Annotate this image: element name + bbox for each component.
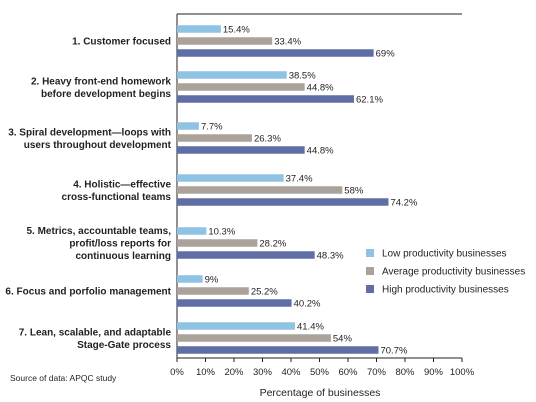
category-label-line: profit/loss reports for (69, 239, 171, 250)
category-label: 1. Customer focused (72, 37, 171, 48)
category-label: 3. Spiral development—loops with users th… (8, 127, 171, 151)
category-label-line: 5. Metrics, accountable teams, (26, 226, 171, 237)
category-labels: 1. Customer focused 2. Heavy front-end ho… (5, 37, 171, 351)
bar (177, 174, 284, 182)
category-label-line: 1. Customer focused (72, 37, 171, 48)
x-tick-label: 80% (395, 367, 415, 378)
bar (177, 227, 207, 235)
bar-value-label: 44.8% (307, 83, 334, 94)
x-tick-label: 50% (310, 367, 330, 378)
bar-value-label: 44.8% (307, 146, 334, 157)
bar (177, 95, 354, 103)
x-tick-label: 20% (224, 367, 244, 378)
legend-label: Average productivity businesses (382, 267, 525, 278)
bar (177, 198, 389, 206)
category-label-line: users throughout development (24, 140, 172, 151)
bar (177, 251, 315, 259)
bar (177, 334, 331, 342)
category-label-line: 3. Spiral development—loops with (8, 127, 171, 138)
chart-bars (177, 25, 389, 354)
bar-value-label: 74.2% (390, 198, 417, 209)
x-tick-label: 100% (450, 367, 475, 378)
x-tick-label: 30% (253, 367, 273, 378)
category-label-line: 7. Lean, scalable, and adaptable (19, 327, 172, 338)
category-label-line: Stage-Gate process (77, 340, 171, 351)
x-tick-label: 0% (170, 367, 184, 378)
bar (177, 37, 273, 45)
bar-value-label: 54% (333, 334, 353, 345)
category-label: 5. Metrics, accountable teams, profit/los… (26, 226, 171, 262)
legend-label: High productivity businesses (382, 285, 509, 296)
source-note: Source of data: APQC study (10, 373, 117, 383)
bar-value-label: 10.3% (208, 227, 235, 238)
category-label-line: 4. Holistic—effective (73, 179, 171, 190)
bar-value-label: 58% (344, 186, 364, 197)
bar-value-label: 70.7% (380, 346, 407, 357)
category-label: 4. Holistic—effective cross-functional te… (62, 179, 172, 203)
value-labels: 15.4%33.4%69%38.5%44.8%62.1%7.7%26.3%44.… (201, 25, 418, 357)
bar-value-label: 15.4% (223, 25, 250, 36)
category-label: 2. Heavy front-end homework before develo… (31, 76, 171, 100)
bar (177, 25, 221, 33)
bar-value-label: 48.3% (317, 251, 344, 262)
bar-value-label: 7.7% (201, 122, 223, 133)
bar (177, 239, 258, 247)
legend: Low productivity businesses Average produ… (366, 249, 525, 296)
bar-value-label: 69% (376, 49, 396, 60)
bar-value-label: 62.1% (356, 95, 383, 106)
x-axis-title: Percentage of businesses (260, 387, 381, 399)
bar (177, 83, 305, 91)
bar (177, 122, 199, 130)
bar-value-label: 38.5% (289, 71, 316, 82)
bar (177, 186, 343, 194)
bar-value-label: 26.3% (254, 134, 281, 145)
bar (177, 71, 287, 79)
category-label: 6. Focus and porfolio management (5, 287, 171, 298)
bar (177, 134, 252, 142)
bar (177, 346, 379, 354)
legend-label: Low productivity businesses (382, 249, 507, 260)
x-tick-label: 90% (424, 367, 444, 378)
category-label-line: 2. Heavy front-end homework (31, 76, 171, 87)
x-tick-label: 10% (196, 367, 216, 378)
category-label-line: 6. Focus and porfolio management (5, 287, 171, 298)
bar (177, 275, 203, 283)
category-label-line: cross-functional teams (62, 192, 172, 203)
legend-swatch (366, 249, 374, 257)
bar (177, 322, 295, 330)
x-tick-label: 70% (367, 367, 387, 378)
category-label-line: continuous learning (75, 251, 171, 262)
legend-swatch (366, 267, 374, 275)
category-label: 7. Lean, scalable, and adaptable Stage-Ga… (19, 327, 172, 351)
bar (177, 299, 292, 307)
x-tick-label: 60% (338, 367, 358, 378)
bar-value-label: 41.4% (297, 322, 324, 333)
bar (177, 49, 374, 57)
bar-value-label: 33.4% (274, 37, 301, 48)
x-tick-labels: 0% 10% 20% 30% 40% 50% 60% 70% 80% 90% 100% (170, 367, 475, 378)
bar-value-label: 40.2% (294, 299, 321, 310)
bar-value-label: 28.2% (259, 239, 286, 250)
bar (177, 146, 305, 154)
legend-swatch (366, 285, 374, 293)
bar-value-label: 9% (205, 275, 219, 286)
bar (177, 287, 249, 295)
bar-value-label: 37.4% (286, 174, 313, 185)
category-label-line: before development begins (41, 89, 171, 100)
bar-value-label: 25.2% (251, 287, 278, 298)
x-tick-label: 40% (281, 367, 301, 378)
